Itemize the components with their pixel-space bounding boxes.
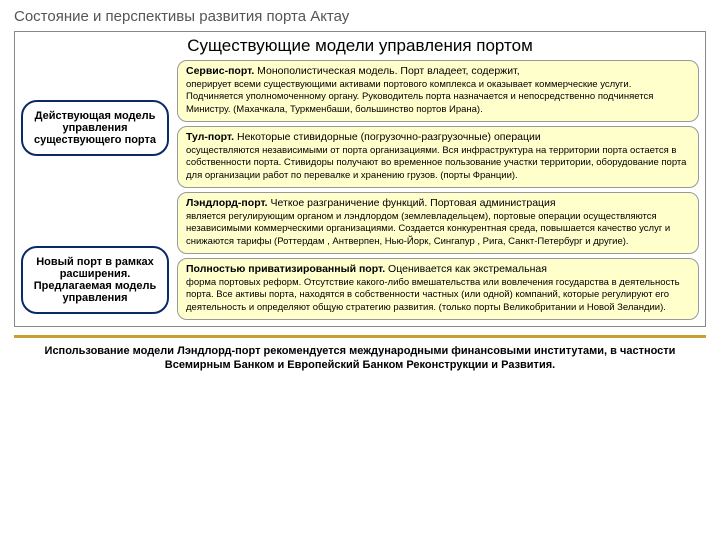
model-body: является регулирующим органом и лэндлорд… xyxy=(186,211,670,247)
page-title: Состояние и перспективы развития порта А… xyxy=(14,8,706,25)
left-column: Действующая модель управления существующ… xyxy=(21,60,169,320)
model-privatized-port: Полностью приватизированный порт. Оценив… xyxy=(177,258,699,320)
model-lead: Оценивается как экстремальная xyxy=(385,263,547,275)
proposed-model-pill: Новый порт в рамках расширения. Предлага… xyxy=(21,246,169,314)
model-body: форма портовых реформ. Отсутствие какого… xyxy=(186,277,680,313)
model-title: Сервис-порт. xyxy=(186,65,254,77)
model-lead: Четкое разграничение функций. Портовая а… xyxy=(268,197,556,209)
panel-title: Существующие модели управления портом xyxy=(21,36,699,56)
right-column: Сервис-порт. Монополистическая модель. П… xyxy=(177,60,699,320)
model-lead: Монополистическая модель. Порт владеет, … xyxy=(254,65,519,77)
model-title: Лэндлорд-порт. xyxy=(186,197,268,209)
model-title: Тул-порт. xyxy=(186,131,234,143)
footer-note: Использование модели Лэндлорд-порт реком… xyxy=(14,335,706,373)
model-landlord-port: Лэндлорд-порт. Четкое разграничение функ… xyxy=(177,192,699,254)
model-lead: Некоторые стивидорные (погрузочно-разгру… xyxy=(234,131,541,143)
model-body: оперирует всеми существующими активами п… xyxy=(186,79,653,115)
current-model-pill: Действующая модель управления существующ… xyxy=(21,100,169,156)
model-service-port: Сервис-порт. Монополистическая модель. П… xyxy=(177,60,699,122)
model-body: осуществляются независимыми от порта орг… xyxy=(186,145,686,181)
main-panel: Существующие модели управления портом Де… xyxy=(14,31,706,327)
content-row: Действующая модель управления существующ… xyxy=(21,60,699,320)
model-tool-port: Тул-порт. Некоторые стивидорные (погрузо… xyxy=(177,126,699,188)
model-title: Полностью приватизированный порт. xyxy=(186,263,385,275)
